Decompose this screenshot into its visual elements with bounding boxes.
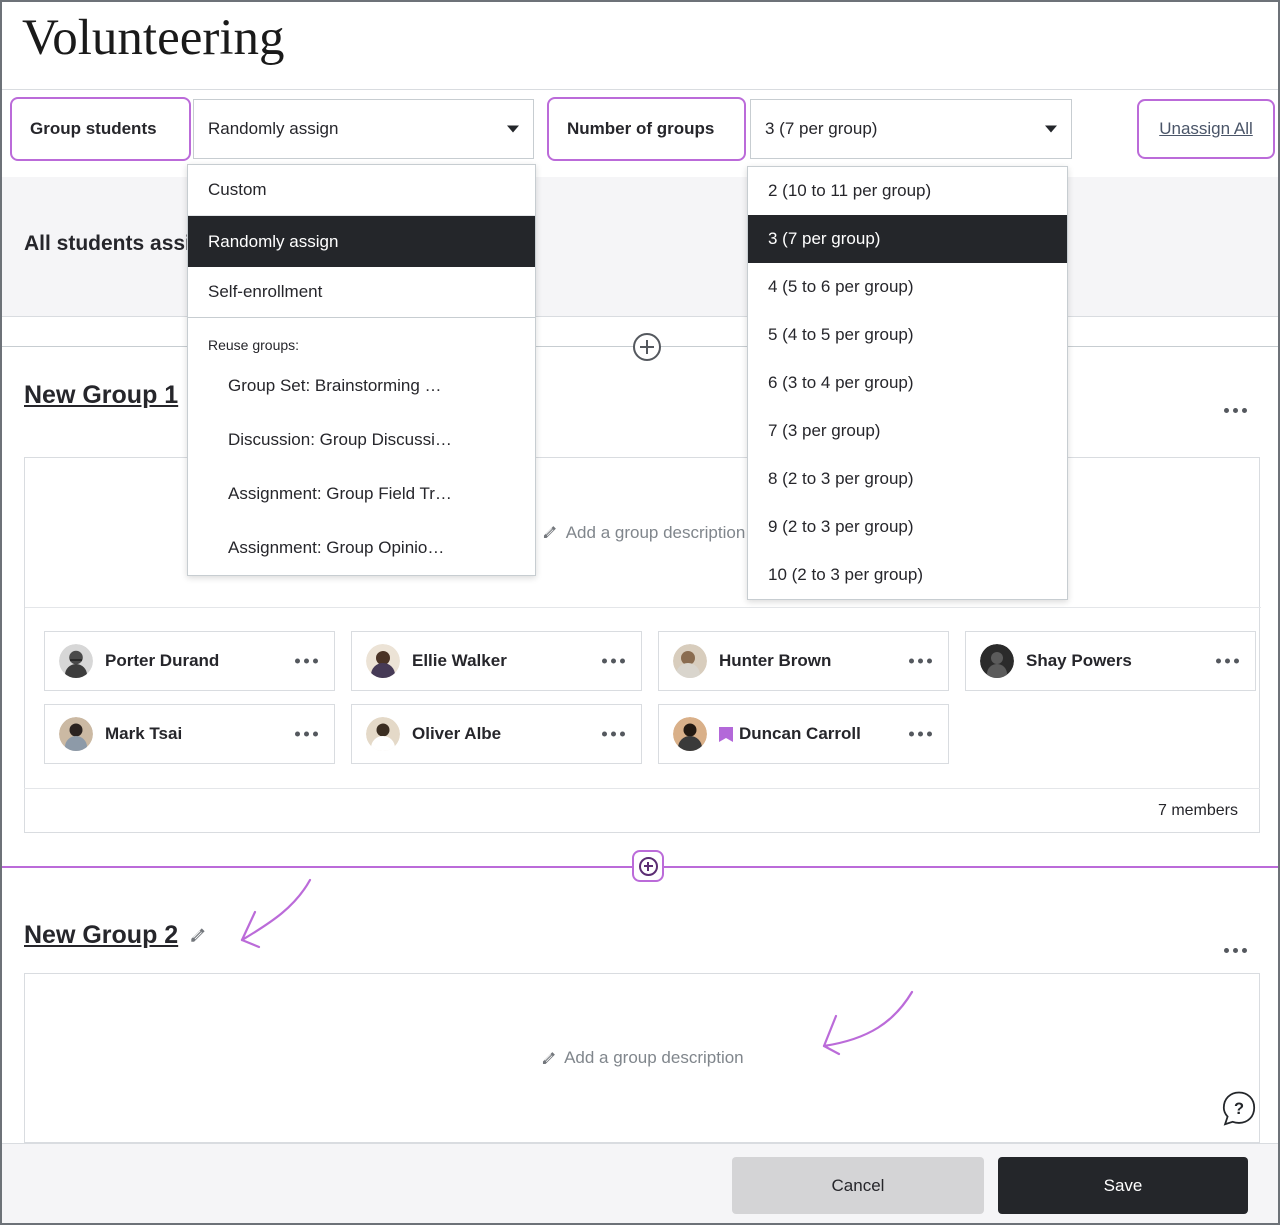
svg-text:?: ? (1234, 1100, 1244, 1118)
